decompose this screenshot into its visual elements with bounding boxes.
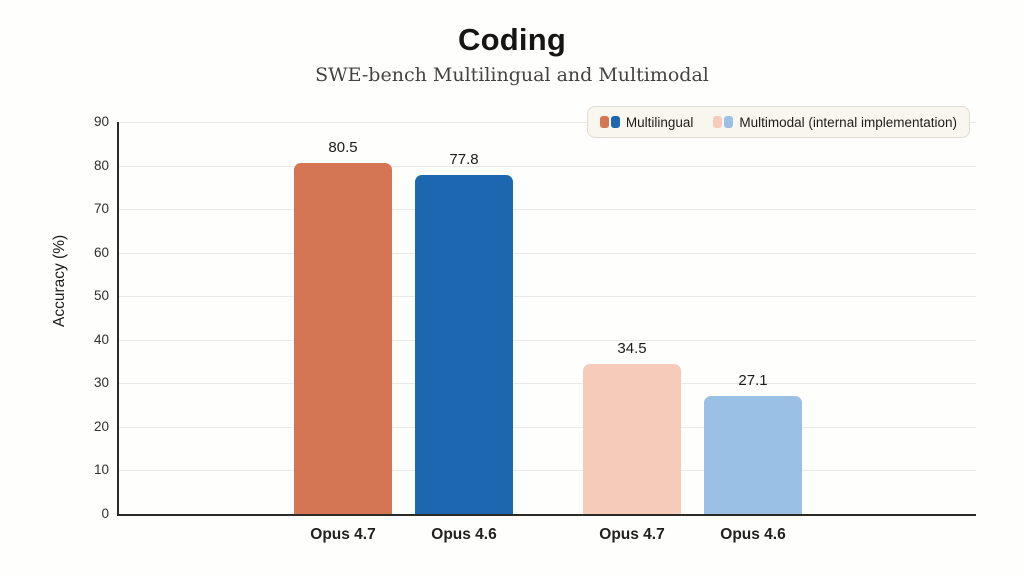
- legend-swatch: [724, 116, 734, 128]
- y-tick-label: 20: [93, 418, 109, 434]
- chart-subtitle: SWE-bench Multilingual and Multimodal: [315, 64, 709, 86]
- y-tick-label: 30: [93, 375, 109, 391]
- bar-value-label: 27.1: [738, 372, 768, 389]
- y-tick-label: 90: [93, 114, 109, 129]
- legend-swatch-pair: [713, 116, 734, 128]
- legend-entry: Multimodal (internal implementation): [713, 115, 957, 130]
- gridline: [119, 252, 976, 254]
- y-tick-label: 70: [93, 201, 109, 217]
- bar-value-label: 34.5: [617, 339, 647, 357]
- x-axis-label: Opus 4.6: [720, 526, 786, 543]
- legend-label: Multimodal (internal implementation): [739, 114, 957, 130]
- gridline: [119, 470, 976, 472]
- gridline: [119, 383, 976, 385]
- x-axis-label: Opus 4.7: [310, 526, 376, 543]
- x-axis-label: Opus 4.7: [599, 526, 665, 543]
- bar-value-label: 77.8: [449, 151, 479, 169]
- bar: 27.1: [704, 372, 802, 514]
- legend-swatch: [599, 116, 609, 128]
- y-tick-label: 10: [93, 462, 109, 478]
- legend-label: Multilingual: [625, 114, 694, 130]
- y-tick-label: 0: [101, 506, 109, 521]
- y-axis-label: Accuracy (%): [51, 234, 69, 327]
- x-axis-label: Opus 4.6: [431, 526, 497, 543]
- gridline: [119, 209, 976, 211]
- plot-area: 0 10 20 30 40 50 60 70 80 90 80.5 Opus 4.7 77.8 Opus …: [94, 114, 976, 543]
- gridline: [119, 165, 976, 167]
- chart-title: Coding: [458, 22, 566, 57]
- legend-swatch: [610, 116, 620, 128]
- y-tick-label: 50: [93, 288, 109, 304]
- gridline: [119, 122, 976, 123]
- y-tick-label: 40: [93, 331, 109, 347]
- bar: 80.5: [294, 139, 392, 514]
- bar: 34.5: [583, 340, 681, 514]
- gridline: [119, 339, 976, 341]
- legend: Multilingual Multimodal (internal impleme…: [586, 106, 970, 138]
- legend-swatch: [713, 116, 723, 128]
- legend-entry: Multilingual: [599, 114, 694, 130]
- gridline: [119, 426, 976, 428]
- legend-swatch-pair: [599, 116, 620, 128]
- gridline: [119, 296, 976, 298]
- y-tick-label: 60: [93, 244, 109, 260]
- y-tick-label: 80: [93, 157, 109, 173]
- bar: 77.8: [415, 151, 513, 514]
- bar-value-label: 80.5: [328, 139, 358, 157]
